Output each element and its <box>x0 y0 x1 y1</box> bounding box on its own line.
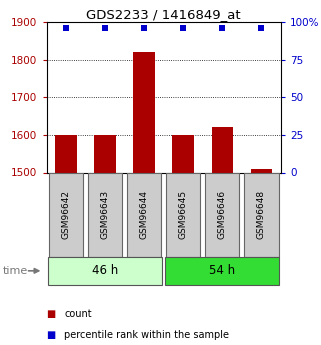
Bar <box>165 257 279 285</box>
Bar <box>172 135 194 172</box>
Text: 54 h: 54 h <box>209 264 235 277</box>
Bar <box>127 172 161 257</box>
Bar <box>251 169 272 172</box>
Bar <box>49 172 83 257</box>
Text: GSM96643: GSM96643 <box>100 190 110 239</box>
Bar <box>94 135 116 172</box>
Bar <box>48 257 162 285</box>
Text: GSM96644: GSM96644 <box>140 190 149 239</box>
Bar <box>166 172 200 257</box>
Text: time: time <box>3 266 29 276</box>
Text: GSM96648: GSM96648 <box>257 190 266 239</box>
Bar <box>205 172 239 257</box>
Bar <box>88 172 122 257</box>
Title: GDS2233 / 1416849_at: GDS2233 / 1416849_at <box>86 8 241 21</box>
Text: count: count <box>64 309 92 319</box>
Bar <box>134 52 155 172</box>
Text: GSM96642: GSM96642 <box>62 190 71 239</box>
Bar <box>244 172 279 257</box>
Text: percentile rank within the sample: percentile rank within the sample <box>64 330 229 339</box>
Bar <box>55 135 77 172</box>
Text: ■: ■ <box>47 309 56 319</box>
Text: GSM96646: GSM96646 <box>218 190 227 239</box>
Text: ■: ■ <box>47 330 56 339</box>
Text: GSM96645: GSM96645 <box>179 190 188 239</box>
Bar <box>212 127 233 172</box>
Text: 46 h: 46 h <box>92 264 118 277</box>
